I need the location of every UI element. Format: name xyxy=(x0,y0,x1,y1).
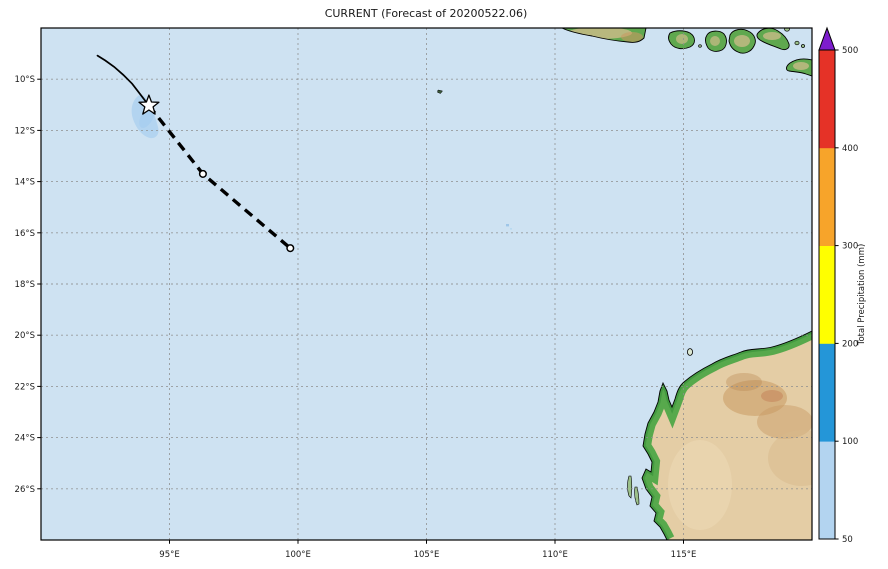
colorbar-tick-label: 50 xyxy=(842,535,853,545)
terrain-patch xyxy=(723,380,787,416)
x-tick-label: 115°E xyxy=(671,550,697,560)
y-tick-label: 14°S xyxy=(15,178,35,188)
colorbar-over-arrow xyxy=(818,26,836,51)
forecast-position-marker xyxy=(198,169,207,178)
australia-landmass xyxy=(641,330,812,540)
lombok-island xyxy=(705,30,727,52)
map-area xyxy=(41,28,812,540)
colorbar-tick-label: 500 xyxy=(842,46,858,56)
small-island xyxy=(794,40,800,46)
colorbar-segment xyxy=(819,245,835,344)
y-tick-label: 10°S xyxy=(15,75,35,85)
x-tick-label: 95°E xyxy=(159,550,179,560)
precip-speck xyxy=(506,224,509,227)
terrain-patch xyxy=(768,430,812,486)
colorbar-segment xyxy=(819,343,835,442)
christmas-island xyxy=(437,89,443,94)
y-tick-label: 20°S xyxy=(15,331,35,341)
colorbar-frame xyxy=(818,49,836,540)
small-island xyxy=(801,44,805,48)
colorbar-tick-label: 400 xyxy=(842,144,858,154)
axis-ticks: 95°E 100°E 105°E 110°E 115°E 10°S 12°S 14°S 16°S… xyxy=(15,75,697,560)
y-tick-label: 26°S xyxy=(15,485,35,495)
colorbar-segment xyxy=(819,147,835,246)
x-tick-label: 100°E xyxy=(285,550,311,560)
plot-title: CURRENT (Forecast of 20200522.06) xyxy=(325,7,528,20)
flores-island xyxy=(756,28,790,51)
sumbawa-island xyxy=(728,28,756,54)
colorbar-tick-label: 300 xyxy=(842,242,858,252)
terrain-patch xyxy=(761,390,783,402)
cyclone-track-layer xyxy=(96,54,295,253)
shark-bay-island xyxy=(634,486,640,506)
colorbar-tick-label: 100 xyxy=(842,437,858,447)
colorbar: 50 100 200 300 400 500 xyxy=(818,26,858,545)
y-tick-label: 12°S xyxy=(15,126,35,136)
gridlines xyxy=(41,28,812,540)
cyclone-history-track xyxy=(96,54,150,107)
colorbar-label: Total Precipitation (mm) xyxy=(857,244,867,347)
precip-speck xyxy=(510,228,512,230)
colorbar-tick-label: 200 xyxy=(842,339,858,349)
x-tick-label: 105°E xyxy=(414,550,440,560)
current-position-star xyxy=(138,94,160,115)
small-island xyxy=(784,28,790,32)
bali-island xyxy=(668,30,695,50)
y-tick-label: 22°S xyxy=(15,382,35,392)
colorbar-segment xyxy=(819,441,835,540)
y-tick-label: 16°S xyxy=(15,229,35,239)
x-tick-label: 110°E xyxy=(542,550,568,560)
terrain-patch xyxy=(668,440,732,530)
shark-bay-island xyxy=(627,475,633,499)
forecast-position-marker xyxy=(286,244,295,253)
terrain-patch xyxy=(726,373,762,391)
colorbar-segment xyxy=(819,50,835,149)
barrow-island xyxy=(687,348,694,356)
small-island xyxy=(698,44,702,48)
sumba-island xyxy=(786,58,812,77)
y-tick-label: 18°S xyxy=(15,280,35,290)
y-tick-label: 24°S xyxy=(15,434,35,444)
